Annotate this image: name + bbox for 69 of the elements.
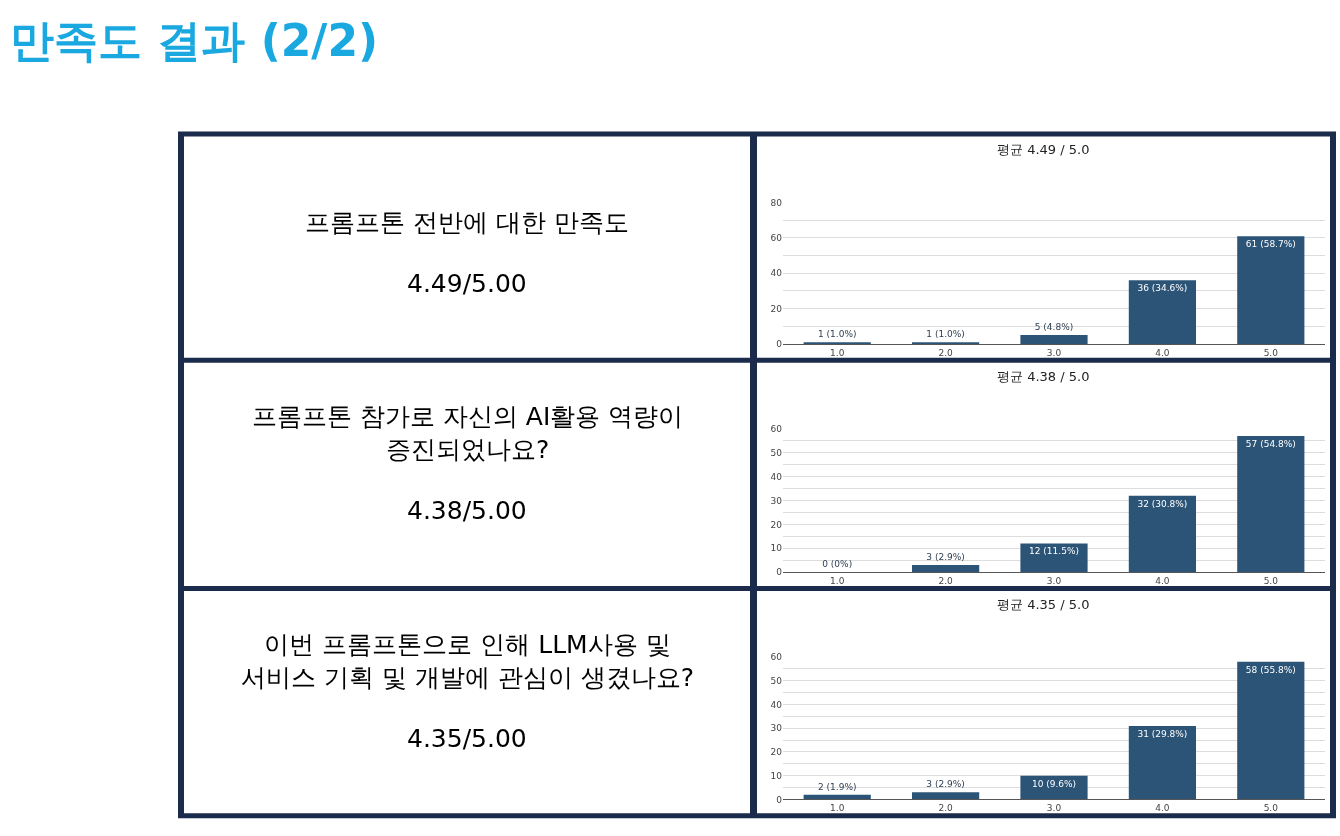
y-tick-label: 30 bbox=[770, 495, 783, 506]
x-tick-label: 3.0 bbox=[1046, 347, 1062, 358]
text: 프롬프톤 전반에 대한 만족도 bbox=[305, 208, 629, 237]
y-tick-label: 40 bbox=[770, 699, 783, 710]
data-label: 12 (11.5%) bbox=[1029, 546, 1079, 557]
bar bbox=[1237, 236, 1305, 344]
y-tick-label: 10 bbox=[770, 543, 783, 554]
x-tick-label: 4.0 bbox=[1155, 803, 1170, 814]
x-tick-label: 2.0 bbox=[938, 803, 954, 814]
y-tick-label: 50 bbox=[770, 447, 783, 458]
bar bbox=[1128, 725, 1196, 800]
data-label: 10 (9.6%) bbox=[1031, 778, 1077, 789]
x-tick-label: 1.0 bbox=[830, 575, 845, 586]
y-tick-label: 40 bbox=[770, 471, 783, 482]
x-tick-label: 5.0 bbox=[1263, 575, 1279, 586]
y-tick-label: 0 bbox=[776, 339, 783, 350]
y-tick-label: 40 bbox=[770, 268, 783, 279]
text: 이번 프롬프톤으로 인해 LLM사용 및 서비스 기획 및 개발에 관심이 생겼나요? bbox=[241, 630, 695, 692]
bar bbox=[1020, 543, 1088, 573]
text: 프롬프톤 참가로 자신의 AI활용 역량이 증진되었나요? bbox=[252, 402, 684, 464]
chart-title: 평균 4.35 / 5.0 bbox=[997, 597, 1090, 612]
text: 4.35/5.00 bbox=[407, 724, 527, 753]
x-tick-label: 2.0 bbox=[938, 575, 954, 586]
y-tick-label: 0 bbox=[776, 567, 783, 578]
data-label: 3 (2.9%) bbox=[926, 551, 965, 562]
bar bbox=[1128, 495, 1196, 573]
y-tick-label: 20 bbox=[770, 747, 783, 758]
text: 4.49/5.00 bbox=[407, 269, 527, 298]
x-tick-label: 1.0 bbox=[830, 803, 845, 814]
data-label: 2 (1.9%) bbox=[817, 781, 857, 792]
y-tick-label: 0 bbox=[776, 794, 783, 805]
data-label: 32 (30.8%) bbox=[1137, 498, 1188, 509]
data-label: 61 (58.7%) bbox=[1245, 239, 1296, 250]
data-label: 1 (1.0%) bbox=[817, 329, 857, 340]
bar bbox=[912, 792, 980, 800]
text: 만족도 결과 (2/2) bbox=[10, 15, 379, 66]
x-tick-label: 1.0 bbox=[830, 347, 845, 358]
x-tick-label: 3.0 bbox=[1046, 575, 1062, 586]
x-tick-label: 4.0 bbox=[1155, 347, 1170, 358]
data-label: 57 (54.8%) bbox=[1245, 439, 1296, 450]
data-label: 36 (34.6%) bbox=[1137, 283, 1188, 294]
y-tick-label: 50 bbox=[770, 675, 783, 686]
bar bbox=[1237, 436, 1305, 573]
text: 4.38/5.00 bbox=[407, 496, 527, 525]
bar bbox=[1128, 280, 1196, 344]
x-tick-label: 2.0 bbox=[938, 347, 954, 358]
data-label: 0 (0%) bbox=[822, 559, 853, 570]
data-label: 58 (55.8%) bbox=[1245, 664, 1296, 675]
y-tick-label: 20 bbox=[770, 519, 783, 530]
x-tick-label: 5.0 bbox=[1263, 347, 1279, 358]
data-label: 31 (29.8%) bbox=[1137, 728, 1188, 739]
y-tick-label: 60 bbox=[770, 652, 783, 663]
x-tick-label: 5.0 bbox=[1263, 803, 1279, 814]
x-tick-label: 4.0 bbox=[1155, 575, 1170, 586]
data-label: 5 (4.8%) bbox=[1034, 322, 1074, 333]
data-label: 3 (2.9%) bbox=[926, 779, 965, 790]
chart-title: 평균 4.38 / 5.0 bbox=[997, 369, 1090, 384]
x-tick-label: 3.0 bbox=[1046, 803, 1062, 814]
chart-title: 평균 4.49 / 5.0 bbox=[997, 142, 1090, 157]
y-tick-label: 80 bbox=[770, 197, 783, 208]
y-tick-label: 30 bbox=[770, 723, 783, 734]
data-label: 1 (1.0%) bbox=[926, 329, 965, 340]
y-tick-label: 60 bbox=[770, 233, 783, 244]
bar bbox=[1020, 335, 1088, 344]
y-tick-label: 10 bbox=[770, 770, 783, 781]
bar bbox=[912, 564, 980, 573]
y-tick-label: 60 bbox=[770, 424, 783, 435]
bar bbox=[1237, 661, 1305, 800]
y-tick-label: 20 bbox=[770, 303, 783, 314]
